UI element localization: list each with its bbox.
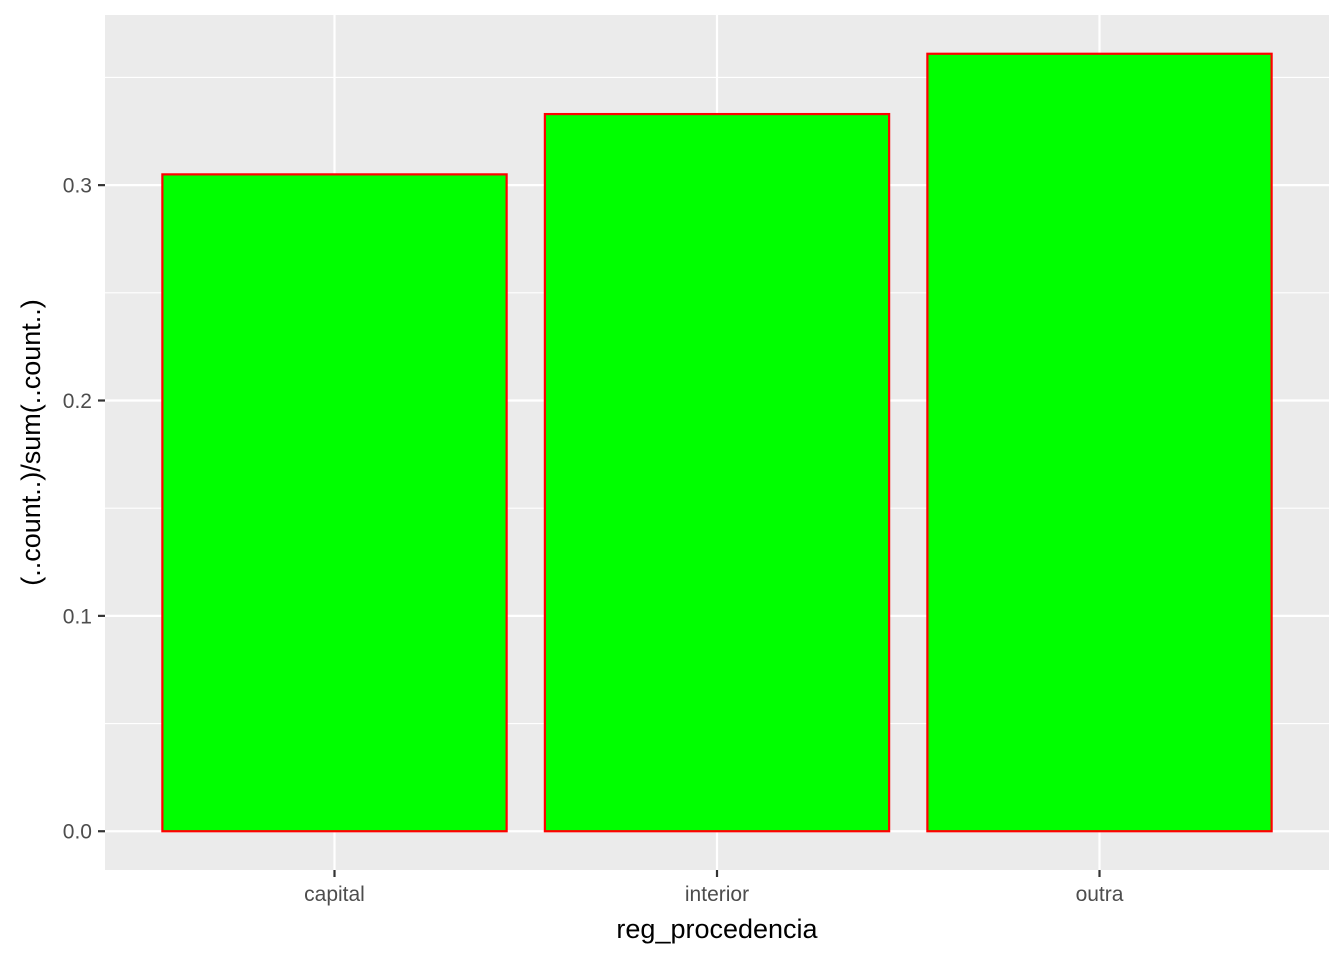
y-tick-label: 0.1 — [63, 605, 92, 628]
y-tick-label: 0.0 — [63, 821, 92, 844]
y-tick-label: 0.3 — [63, 175, 92, 198]
bars — [161, 52, 1273, 833]
bar-outra — [926, 52, 1273, 833]
y-axis: 0.0 0.1 0.2 0.3 — [63, 175, 105, 844]
x-tick-label: interior — [685, 883, 749, 906]
x-axis-title: reg_procedencia — [616, 914, 818, 944]
x-tick-label: outra — [1076, 883, 1124, 906]
x-axis: capital interior outra — [304, 870, 1124, 906]
y-axis-title: (..count..)/sum(..count..) — [16, 299, 46, 586]
x-tick-label: capital — [304, 883, 365, 906]
bar-interior — [543, 112, 891, 833]
y-tick-label: 0.2 — [63, 390, 92, 413]
bar-capital — [161, 173, 508, 833]
